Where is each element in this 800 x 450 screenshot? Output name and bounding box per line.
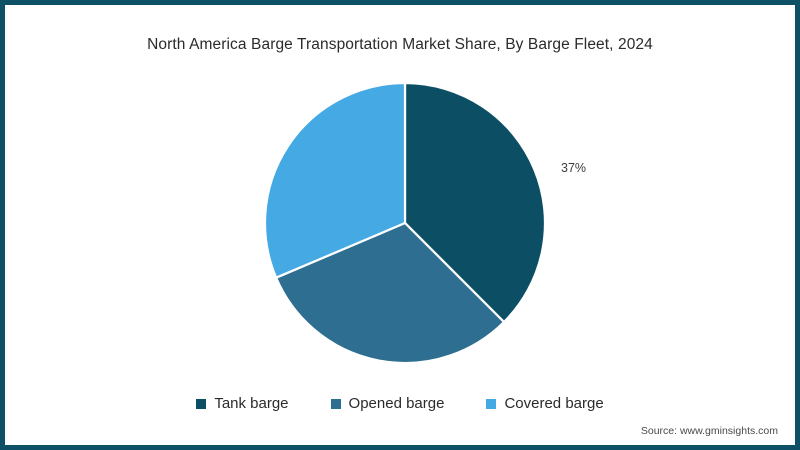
pie-slices-group (263, 81, 547, 365)
legend-item-covered-barge[interactable]: Covered barge (486, 395, 604, 412)
legend-item-label: Covered barge (504, 395, 604, 412)
legend-item-label: Tank barge (214, 395, 289, 412)
legend-item-tank-barge[interactable]: Tank barge (196, 395, 289, 412)
legend-item-label: Opened barge (348, 395, 445, 412)
watermark-logo: GMI (18, 17, 45, 32)
legend-swatch-icon (330, 398, 341, 409)
pie-chart-svg (263, 81, 547, 365)
legend-swatch-icon (196, 398, 207, 409)
legend-item-opened-barge[interactable]: Opened barge (330, 395, 445, 412)
chart-title: North America Barge Transportation Marke… (147, 36, 653, 53)
legend-swatch-icon (486, 398, 497, 409)
pie-value-label: 37% (561, 161, 587, 175)
pie-slice-covered-barge[interactable] (263, 81, 407, 279)
source-note: Source: www.gminsights.com (640, 425, 778, 437)
pie-chart (263, 81, 547, 365)
pie-slice-opened-barge[interactable] (275, 221, 506, 365)
pie-slice-tank-barge[interactable] (403, 81, 547, 324)
chart-legend: Tank barge Opened barge Covered barge (5, 395, 795, 412)
